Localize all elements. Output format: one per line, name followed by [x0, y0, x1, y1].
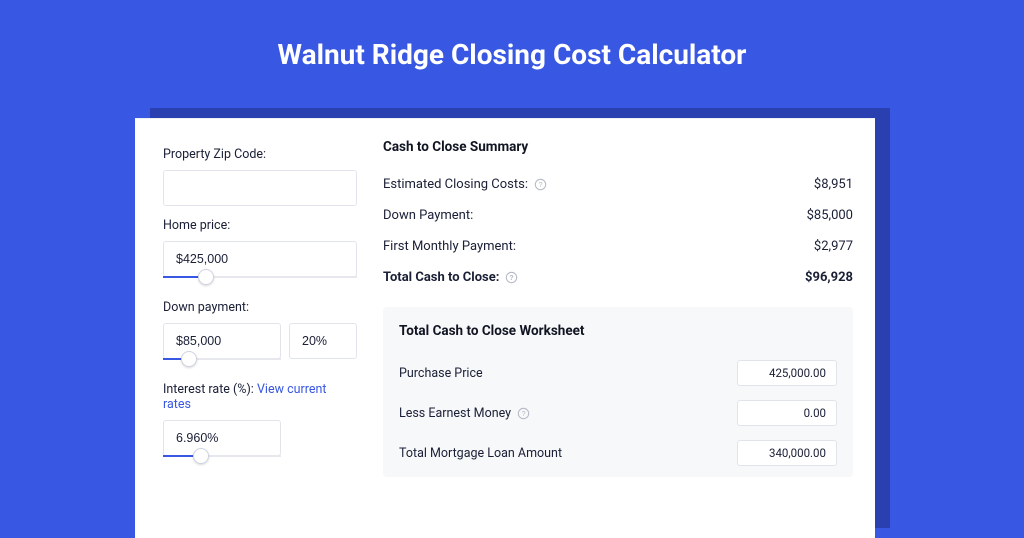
- slider-thumb[interactable]: [198, 269, 214, 285]
- worksheet-panel: Total Cash to Close Worksheet Purchase P…: [383, 307, 853, 477]
- page-title: Walnut Ridge Closing Cost Calculator: [0, 0, 1024, 99]
- svg-text:?: ?: [538, 180, 542, 189]
- worksheet-row-value[interactable]: 0.00: [737, 400, 837, 426]
- summary-row-value: $8,951: [814, 177, 853, 192]
- summary-row: Down Payment: $85,000: [383, 200, 853, 231]
- summary-row-label: Estimated Closing Costs:: [383, 177, 528, 192]
- summary-total-label: Total Cash to Close:: [383, 270, 499, 285]
- summary-row: First Monthly Payment: $2,977: [383, 231, 853, 262]
- interest-rate-label: Interest rate (%):: [163, 382, 254, 397]
- worksheet-row-label: Less Earnest Money: [399, 406, 511, 421]
- summary-total-row: Total Cash to Close: ? $96,928: [383, 262, 853, 293]
- worksheet-row-value[interactable]: 340,000.00: [737, 440, 837, 466]
- summary-row-value: $85,000: [807, 208, 853, 223]
- home-price-label: Home price:: [163, 218, 357, 233]
- worksheet-row: Purchase Price 425,000.00: [399, 353, 837, 393]
- summary-row-label: Down Payment:: [383, 208, 473, 223]
- worksheet-title: Total Cash to Close Worksheet: [399, 323, 837, 339]
- down-payment-label: Down payment:: [163, 300, 357, 315]
- inputs-panel: Property Zip Code: Home price: Down paym…: [135, 119, 375, 538]
- results-panel: Cash to Close Summary Estimated Closing …: [375, 119, 875, 538]
- worksheet-row: Total Mortgage Loan Amount 340,000.00: [399, 433, 837, 473]
- summary-row-label: First Monthly Payment:: [383, 239, 516, 254]
- help-icon[interactable]: ?: [534, 178, 547, 191]
- svg-text:?: ?: [510, 273, 515, 282]
- zip-label: Property Zip Code:: [163, 147, 357, 162]
- summary-row-value: $2,977: [814, 239, 853, 254]
- down-payment-pct-input[interactable]: [289, 323, 357, 359]
- interest-rate-slider[interactable]: [163, 455, 281, 467]
- home-price-input[interactable]: [163, 241, 357, 277]
- worksheet-row-label: Purchase Price: [399, 366, 483, 381]
- summary-row: Estimated Closing Costs:? $8,951: [383, 169, 853, 200]
- zip-input[interactable]: [163, 170, 357, 206]
- summary-title: Cash to Close Summary: [383, 139, 853, 155]
- help-icon[interactable]: ?: [505, 271, 518, 284]
- slider-thumb[interactable]: [193, 448, 209, 464]
- worksheet-row-value[interactable]: 425,000.00: [737, 360, 837, 386]
- down-payment-input[interactable]: [163, 323, 281, 359]
- help-icon[interactable]: ?: [517, 407, 530, 420]
- worksheet-row: Less Earnest Money? 0.00: [399, 393, 837, 433]
- worksheet-row-label: Total Mortgage Loan Amount: [399, 446, 562, 461]
- calculator-card: Property Zip Code: Home price: Down paym…: [135, 118, 875, 538]
- home-price-slider[interactable]: [163, 276, 357, 288]
- summary-total-value: $96,928: [805, 270, 853, 285]
- svg-text:?: ?: [522, 408, 526, 417]
- down-payment-slider[interactable]: [163, 358, 281, 370]
- interest-rate-input[interactable]: [163, 420, 281, 456]
- slider-thumb[interactable]: [181, 351, 197, 367]
- interest-rate-label-row: Interest rate (%): View current rates: [163, 382, 357, 412]
